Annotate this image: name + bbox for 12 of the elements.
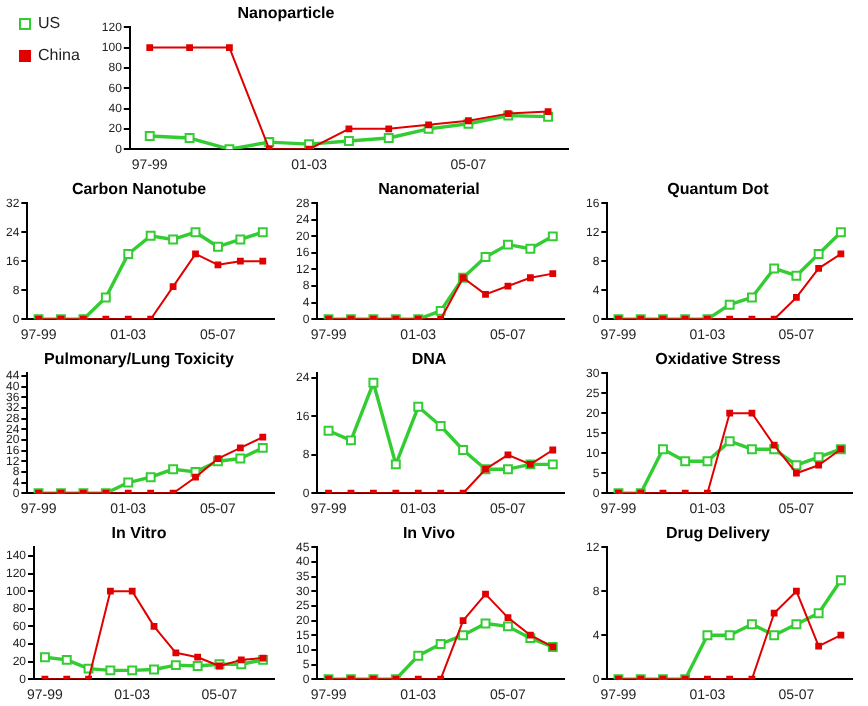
chart-title: Drug Delivery [665, 524, 772, 543]
chart-title: DNA [411, 350, 447, 369]
chart-title: Nanomaterial [378, 180, 480, 199]
chart-title: In Vivo [402, 524, 456, 543]
chart-title: Nanoparticle [237, 4, 336, 23]
legend-label: US [38, 14, 61, 33]
chart-title: Quantum Dot [667, 180, 770, 199]
chart-title: Pulmonary/Lung Toxicity [44, 350, 236, 369]
legend-label: China [38, 46, 81, 65]
chart-title: Carbon Nanotube [71, 180, 208, 199]
chart-title: In Vitro [111, 524, 167, 543]
chart-title: Oxidative Stress [655, 350, 782, 369]
